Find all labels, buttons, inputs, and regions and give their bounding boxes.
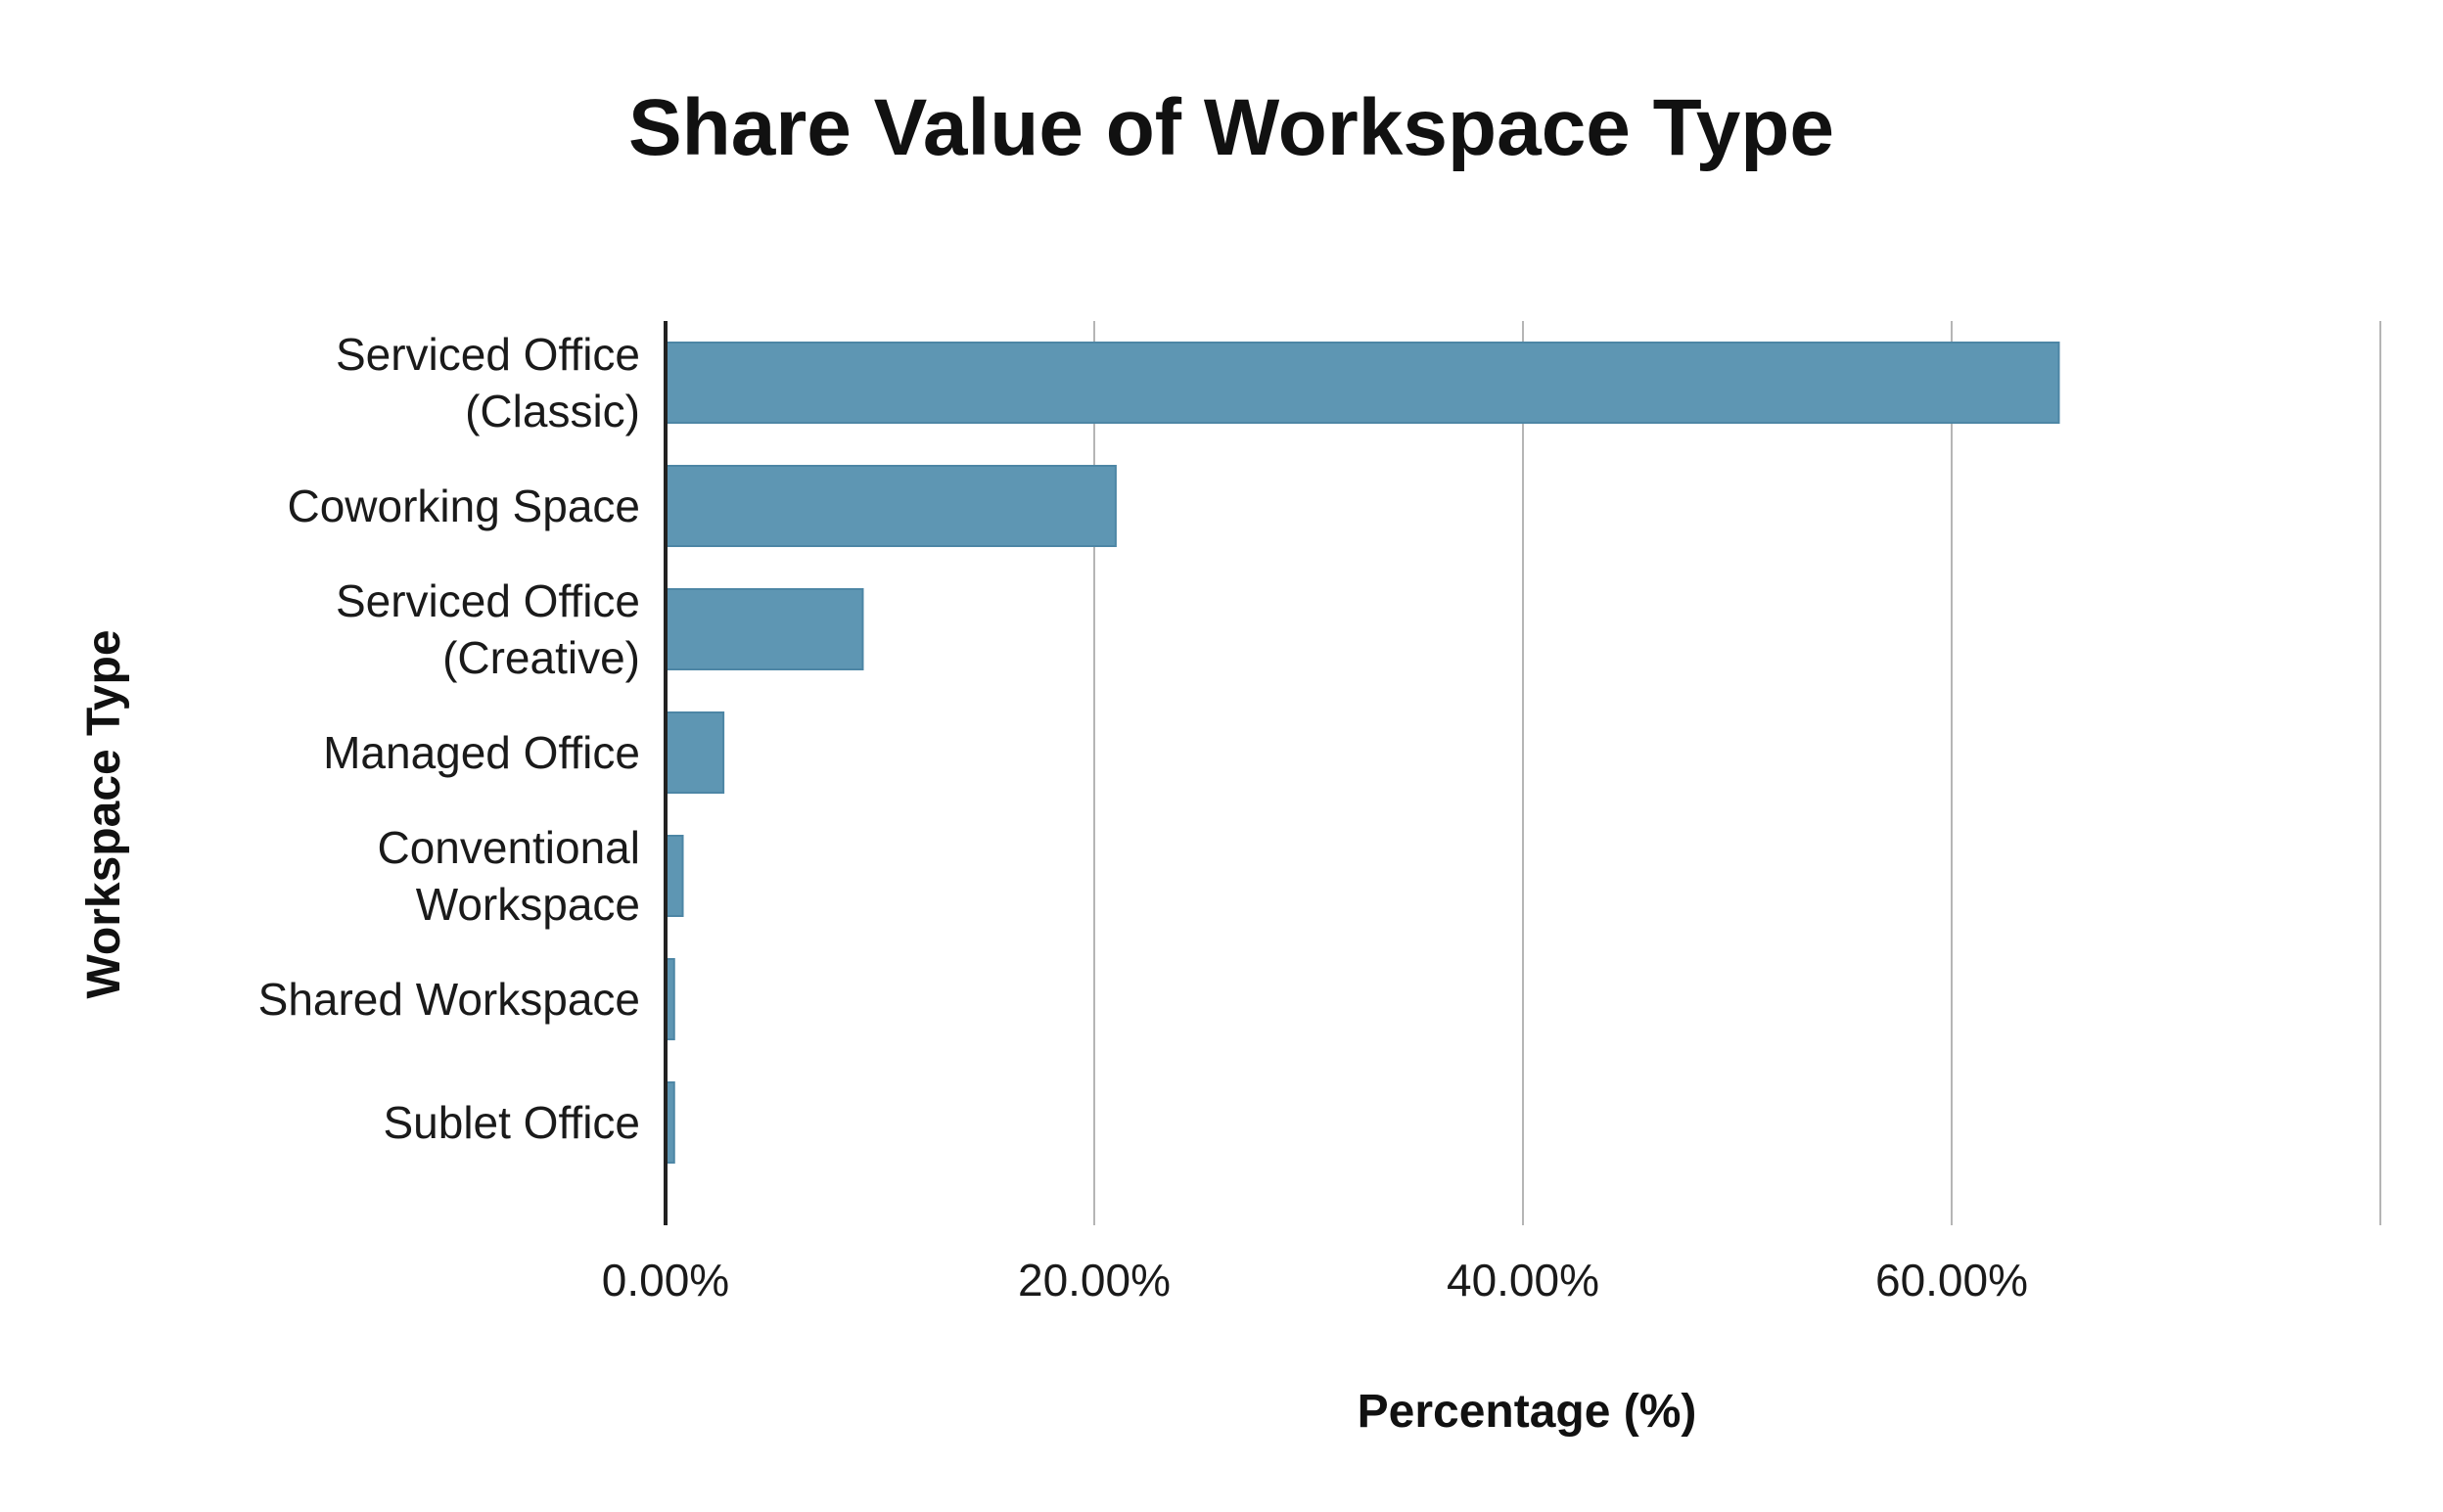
y-tick-label: Conventional Workspace <box>377 822 640 930</box>
x-tick-label: 60.00% <box>1875 1255 2028 1306</box>
y-tick-label: Sublet Office <box>383 1097 640 1148</box>
y-tick-label: Serviced Office (Creative) <box>336 575 640 683</box>
chart-title: Share Value of Workspace Type <box>628 83 1834 172</box>
bar <box>665 711 725 794</box>
y-tick-label: Shared Workspace <box>258 974 640 1025</box>
y-tick-labels: Serviced Office (Classic) Coworking Space S… <box>258 329 640 1148</box>
x-tick-labels: 0.00% 20.00% 40.00% 60.00% <box>602 1255 2028 1306</box>
bar <box>665 835 684 917</box>
y-tick-label: Coworking Space <box>287 481 640 531</box>
y-axis-title: Workspace Type <box>78 629 130 998</box>
x-tick-label: 20.00% <box>1018 1255 1171 1306</box>
gridlines <box>1093 321 2381 1225</box>
y-tick-label: Serviced Office (Classic) <box>336 329 640 436</box>
x-axis-title: Percentage (%) <box>1358 1386 1697 1438</box>
bar <box>665 588 864 670</box>
x-tick-label: 0.00% <box>602 1255 729 1306</box>
bar <box>665 342 2060 424</box>
y-tick-label: Managed Office <box>323 727 640 778</box>
x-tick-label: 40.00% <box>1447 1255 1599 1306</box>
bar <box>665 465 1117 547</box>
bars <box>665 342 2060 1164</box>
